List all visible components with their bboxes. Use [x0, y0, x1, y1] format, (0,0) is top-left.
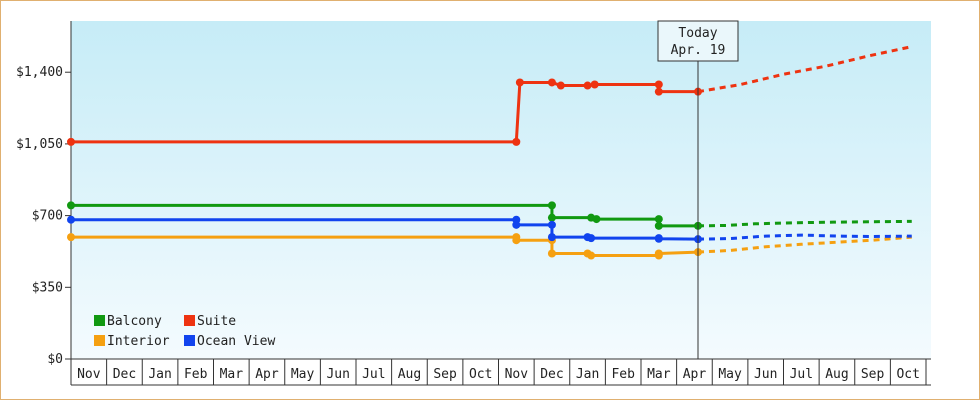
data-point-suite — [556, 81, 565, 90]
data-point-ocean-view — [67, 215, 75, 224]
data-point-balcony — [654, 221, 663, 230]
month-label: Oct — [896, 367, 919, 382]
legend-label-ocean-view: Ocean View — [197, 334, 275, 349]
legend-swatch-ocean-view — [184, 335, 195, 346]
month-label: Apr — [683, 367, 707, 382]
legend-swatch-balcony — [94, 315, 105, 326]
month-label: Jun — [754, 367, 777, 382]
series-layer — [67, 45, 913, 260]
data-point-balcony — [67, 201, 75, 210]
today-marker: Today Apr. 19 — [657, 20, 739, 359]
today-date: Apr. 19 — [671, 43, 726, 58]
legend-label-suite: Suite — [197, 314, 236, 329]
month-label: Jun — [326, 367, 349, 382]
data-point-suite — [590, 80, 599, 89]
month-label: Apr — [255, 367, 279, 382]
month-label: Nov — [505, 367, 529, 382]
month-label: Jul — [362, 367, 385, 382]
today-label: Today — [678, 26, 717, 41]
x-axis: Nov Dec Jan Feb Mar Apr May Jun Jul Aug Sep Oct Nov D… — [70, 358, 931, 386]
month-label: Feb — [184, 367, 208, 382]
month-label: Jul — [790, 367, 813, 382]
y-tick-label: $350 — [32, 280, 63, 295]
data-point-suite — [654, 87, 663, 96]
data-point-ocean-view — [512, 220, 521, 229]
month-label: May — [291, 367, 315, 382]
data-point-balcony — [592, 215, 601, 224]
y-axis: $0 $350 $700 $1,050 $1,400 — [16, 21, 72, 367]
data-point-interior — [547, 249, 556, 258]
month-label: Sep — [861, 367, 885, 382]
data-point-interior — [654, 249, 663, 258]
data-point-interior — [512, 236, 521, 245]
data-point-ocean-view — [547, 220, 556, 229]
month-label: Mar — [220, 367, 244, 382]
data-point-balcony — [547, 213, 556, 222]
month-label: Aug — [825, 367, 848, 382]
data-point-suite — [583, 81, 592, 90]
month-label: Nov — [77, 367, 101, 382]
data-point-interior — [67, 233, 75, 242]
data-point-balcony — [654, 215, 663, 224]
data-point-ocean-view — [654, 234, 663, 243]
month-label: May — [718, 367, 742, 382]
data-point-suite — [547, 78, 556, 87]
y-tick-label: $700 — [32, 209, 63, 224]
month-label: Oct — [469, 367, 492, 382]
data-point-suite — [515, 78, 524, 87]
month-label: Jan — [148, 367, 171, 382]
data-point-balcony — [547, 201, 556, 210]
y-tick-label: $0 — [47, 352, 63, 367]
month-label: Feb — [611, 367, 635, 382]
series-forecast-interior — [697, 235, 912, 254]
legend-label-interior: Interior — [107, 334, 170, 349]
today-callout-box — [657, 20, 739, 62]
legend-label-balcony: Balcony — [107, 314, 162, 329]
data-point-suite — [67, 137, 75, 146]
data-point-suite — [654, 80, 663, 89]
legend-swatch-suite — [184, 315, 195, 326]
data-point-interior — [587, 251, 596, 260]
data-point-ocean-view — [547, 233, 556, 242]
legend: Balcony Suite Interior Ocean View — [94, 314, 275, 349]
month-label: Dec — [540, 367, 563, 382]
legend-swatch-interior — [94, 335, 105, 346]
month-label: Dec — [113, 367, 136, 382]
data-point-suite — [512, 137, 521, 146]
y-tick-label: $1,050 — [16, 137, 63, 152]
data-point-ocean-view — [587, 234, 596, 243]
month-label: Mar — [647, 367, 671, 382]
y-tick-label: $1,400 — [16, 65, 63, 80]
plot-area — [71, 21, 931, 359]
series-forecast-ocean-view — [697, 233, 912, 241]
month-label: Aug — [398, 367, 421, 382]
month-label: Sep — [433, 367, 457, 382]
series-forecast-suite — [697, 45, 913, 94]
month-label: Jan — [576, 367, 599, 382]
